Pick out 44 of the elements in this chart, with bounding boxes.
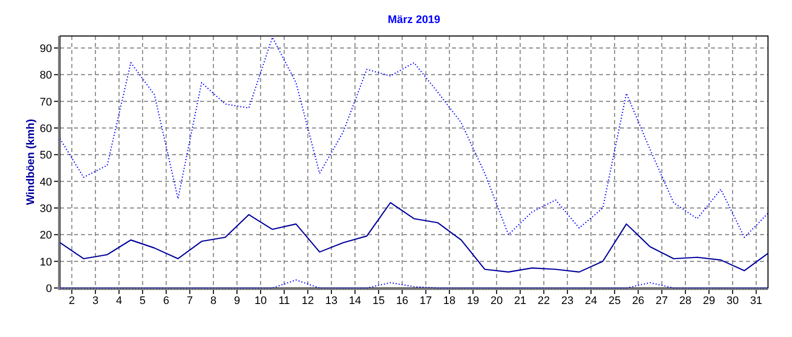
x-tick-label: 30 bbox=[726, 295, 739, 307]
x-tick-label: 17 bbox=[420, 295, 432, 307]
x-tick-label: 7 bbox=[186, 295, 193, 307]
y-tick-label: 50 bbox=[40, 150, 52, 162]
y-tick-label: 10 bbox=[40, 256, 52, 268]
y-axis-title: Windböen (kmh) bbox=[25, 118, 37, 206]
x-tick-label: 28 bbox=[679, 295, 692, 307]
x-tick-label: 5 bbox=[140, 295, 146, 307]
x-tick-label: 29 bbox=[702, 295, 716, 307]
chart-title: März 2019 bbox=[388, 14, 440, 26]
x-tick-label: 13 bbox=[325, 295, 338, 307]
x-tick-label: 31 bbox=[750, 295, 762, 307]
x-tick-label: 27 bbox=[656, 295, 668, 307]
y-tick-label: 70 bbox=[40, 96, 52, 108]
x-tick-label: 19 bbox=[466, 295, 480, 307]
x-tick-label: 10 bbox=[254, 295, 267, 307]
line-series bbox=[59, 202, 769, 273]
x-tick-label: 9 bbox=[234, 295, 240, 307]
x-tick-label: 8 bbox=[210, 295, 216, 307]
y-tick-label: 20 bbox=[40, 230, 52, 242]
x-tick-label: 4 bbox=[116, 295, 122, 307]
y-tick-label: 60 bbox=[40, 123, 52, 135]
x-tick-label: 26 bbox=[632, 295, 644, 307]
x-tick-label: 21 bbox=[514, 295, 526, 307]
x-tick-label: 16 bbox=[396, 295, 408, 307]
x-tick-label: 22 bbox=[538, 295, 550, 307]
x-tick-label: 20 bbox=[490, 295, 503, 307]
line-series bbox=[59, 36, 769, 238]
x-tick-label: 3 bbox=[92, 295, 98, 307]
x-tick-label: 11 bbox=[278, 295, 290, 307]
x-tick-label: 6 bbox=[163, 295, 170, 307]
x-tick-label: 24 bbox=[584, 295, 598, 307]
y-tick-label: 90 bbox=[40, 43, 52, 55]
x-tick-label: 18 bbox=[443, 295, 456, 307]
x-tick-label: 14 bbox=[348, 295, 362, 307]
x-tick-label: 25 bbox=[608, 295, 621, 307]
x-tick-label: 23 bbox=[561, 295, 574, 307]
y-tick-label: 80 bbox=[40, 70, 52, 82]
y-tick-label: 40 bbox=[40, 176, 52, 188]
y-tick-label: 0 bbox=[46, 283, 52, 295]
x-tick-label: 15 bbox=[372, 295, 385, 307]
x-tick-label: 12 bbox=[302, 295, 314, 307]
x-tick-label: 2 bbox=[68, 295, 75, 307]
y-tick-label: 30 bbox=[40, 203, 52, 215]
